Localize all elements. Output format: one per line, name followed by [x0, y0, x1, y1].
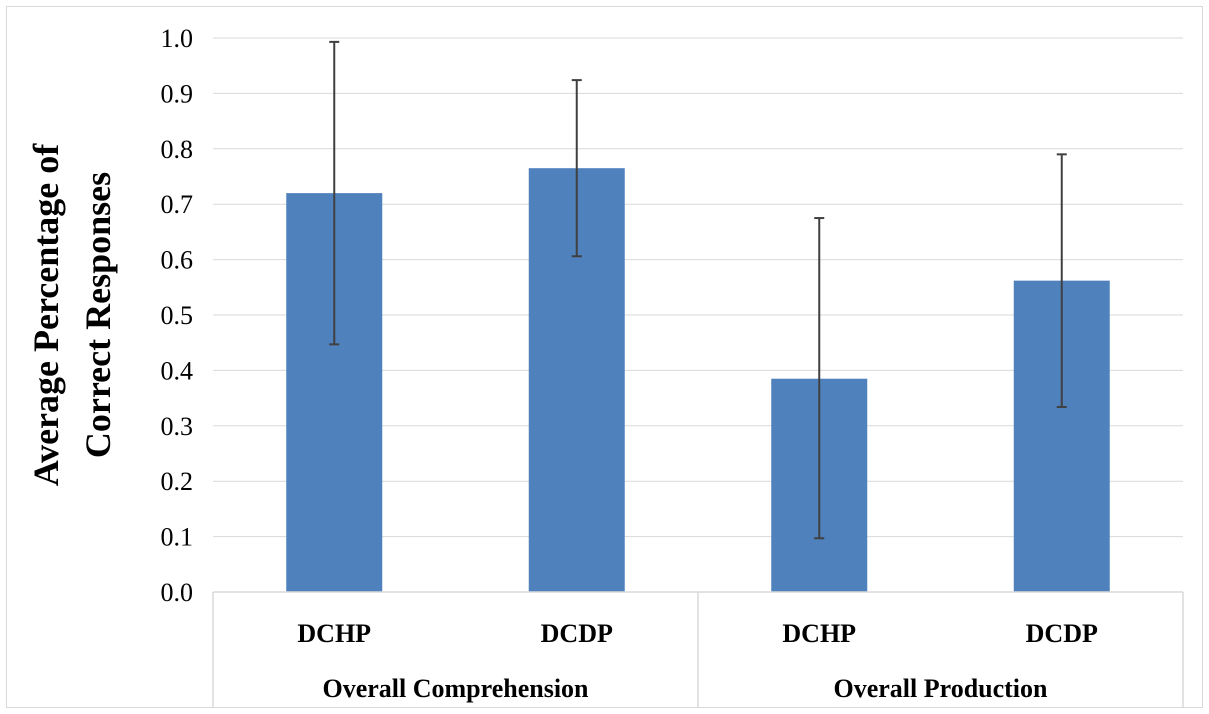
error-bars: [329, 40, 1067, 540]
bars: [286, 168, 1110, 592]
y-tick-label: 0.9: [161, 79, 194, 108]
y-tick-label: 0.2: [161, 467, 194, 496]
y-axis-title-line-2: Correct Responses: [78, 172, 118, 458]
y-tick-label: 0.1: [161, 523, 194, 552]
category-label: DCDP: [1026, 619, 1098, 648]
y-tick-label: 0.7: [161, 190, 194, 219]
category-axis: [212, 591, 1184, 708]
category-label: DCHP: [782, 619, 856, 648]
y-tick-label: 0.3: [161, 412, 194, 441]
y-tick-label: 0.4: [161, 356, 194, 385]
y-tick-label: 0.0: [161, 578, 194, 607]
group-labels: Overall Comprehension Overall Production: [322, 674, 1048, 703]
category-label: DCHP: [297, 619, 371, 648]
y-tick-label: 0.6: [161, 246, 194, 275]
group-label: Overall Comprehension: [322, 674, 589, 703]
y-tick-label: 0.8: [161, 135, 194, 164]
category-label: DCDP: [541, 619, 613, 648]
category-labels: DCHP DCDP DCHP DCDP: [297, 619, 1098, 648]
y-tick-label: 0.5: [161, 301, 194, 330]
y-axis-title-line-1: Average Percentage of: [26, 143, 66, 487]
y-tick-label: 1.0: [161, 24, 194, 53]
y-tick-labels: 0.0 0.1 0.2 0.3 0.4 0.5 0.6 0.7 0.8 0.9 1.0: [161, 24, 194, 607]
group-label: Overall Production: [833, 674, 1048, 703]
chart-frame: [6, 6, 1203, 708]
